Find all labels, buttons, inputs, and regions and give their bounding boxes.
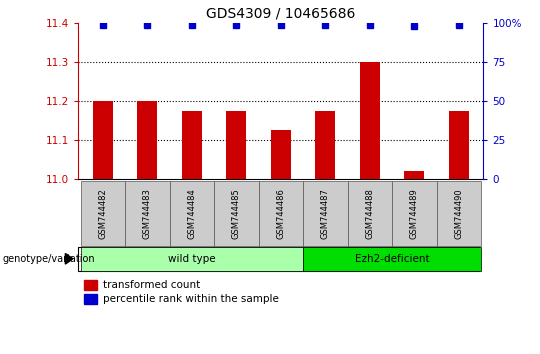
Bar [348, 181, 392, 246]
Title: GDS4309 / 10465686: GDS4309 / 10465686 [206, 6, 355, 21]
Text: percentile rank within the sample: percentile rank within the sample [103, 294, 279, 304]
Text: GSM744485: GSM744485 [232, 188, 241, 239]
Text: genotype/variation: genotype/variation [3, 254, 96, 264]
Text: GSM744484: GSM744484 [187, 188, 196, 239]
Bar [436, 181, 481, 246]
Text: Ezh2-deficient: Ezh2-deficient [355, 254, 429, 264]
Text: transformed count: transformed count [103, 280, 200, 290]
Text: GSM744486: GSM744486 [276, 188, 285, 239]
Bar [125, 181, 170, 246]
Bar [271, 130, 291, 179]
Text: GSM744490: GSM744490 [454, 188, 463, 239]
Bar [392, 181, 436, 246]
Text: GSM744489: GSM744489 [410, 188, 419, 239]
Text: GSM744487: GSM744487 [321, 188, 330, 239]
Bar [170, 181, 214, 246]
Bar [137, 101, 157, 179]
Polygon shape [65, 253, 73, 264]
Bar [214, 181, 259, 246]
Text: GSM744482: GSM744482 [98, 188, 107, 239]
Bar [303, 247, 481, 271]
Bar [449, 111, 469, 179]
Bar [303, 181, 348, 246]
Bar [259, 181, 303, 246]
Bar [93, 101, 113, 179]
Bar [404, 171, 424, 179]
Bar [80, 247, 303, 271]
Text: wild type: wild type [168, 254, 215, 264]
Bar [80, 181, 125, 246]
Text: GSM744488: GSM744488 [366, 188, 374, 239]
Bar [182, 111, 202, 179]
Text: GSM744483: GSM744483 [143, 188, 152, 239]
Bar [226, 111, 246, 179]
Bar [360, 62, 380, 179]
Bar [315, 111, 335, 179]
